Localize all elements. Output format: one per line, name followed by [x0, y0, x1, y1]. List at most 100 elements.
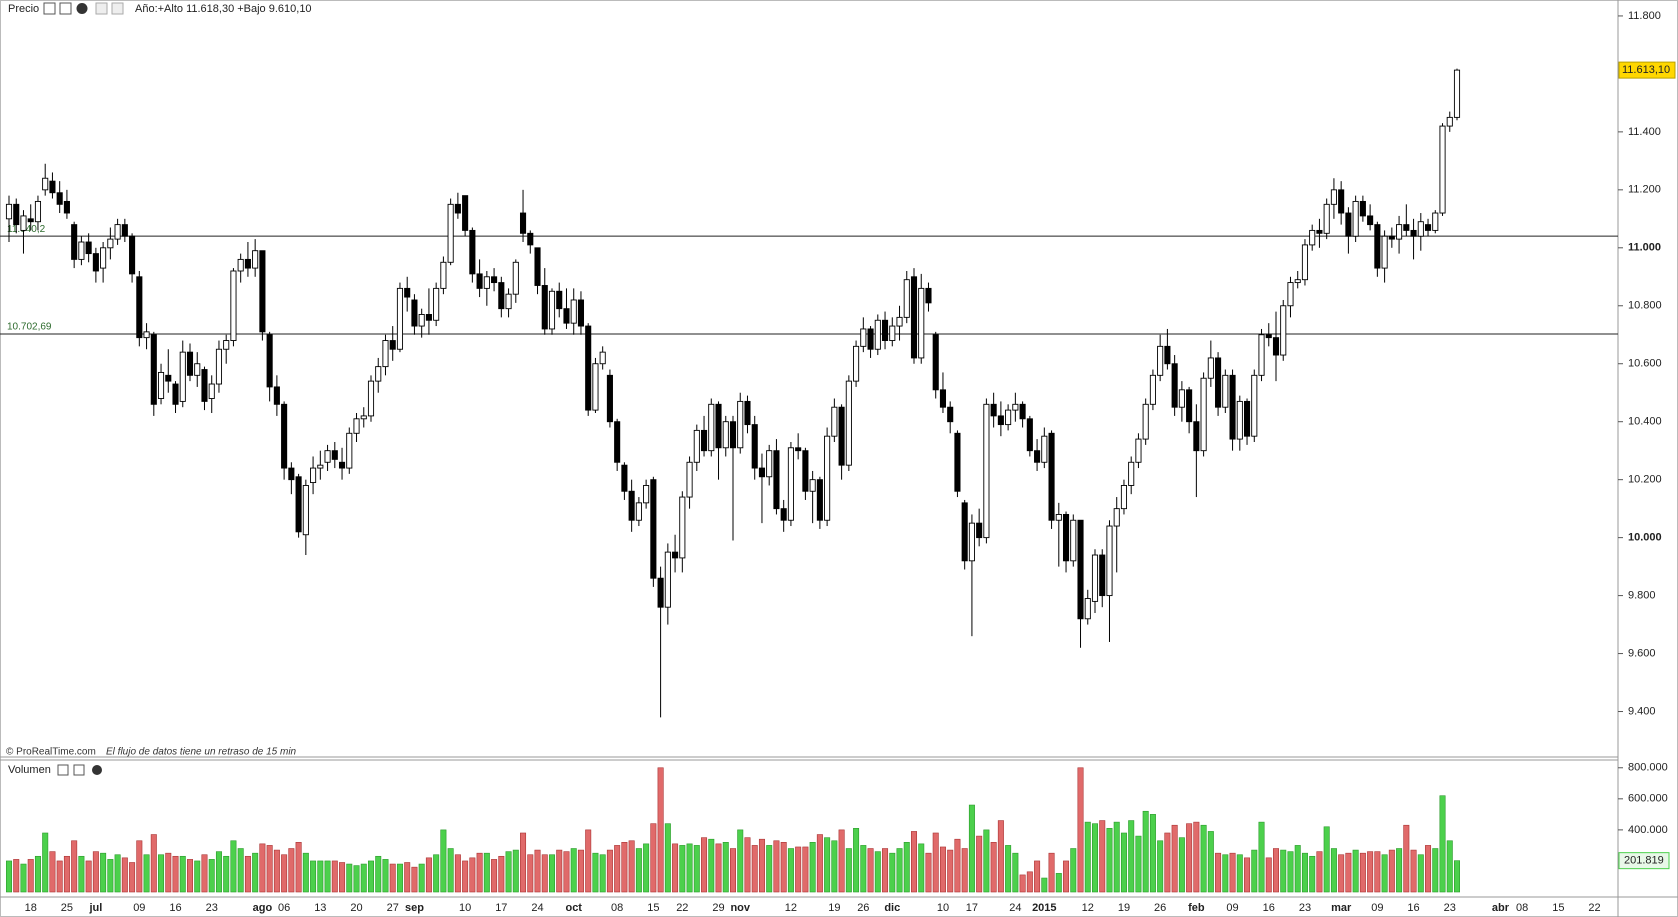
icon[interactable] [59, 2, 72, 15]
volume-bar [1026, 871, 1033, 893]
volume-bar [215, 851, 222, 893]
volume-bar [1063, 860, 1070, 893]
candle-body [787, 447, 794, 521]
volume-bar [1330, 848, 1337, 893]
volume-bar [541, 854, 548, 893]
y-tick-label: 11.200 [1628, 184, 1661, 196]
icon[interactable] [73, 764, 85, 776]
candle-body [302, 485, 309, 536]
candle-body [92, 253, 99, 272]
volume-bar [722, 842, 729, 893]
volume-bar [729, 848, 736, 893]
candle-body [831, 406, 838, 437]
candle-body [1258, 334, 1265, 376]
volume-bar [491, 859, 498, 893]
volume-bar [433, 854, 440, 893]
volume-bar [976, 835, 983, 893]
volume-bar [1048, 852, 1055, 893]
candle-body [686, 461, 693, 498]
volume-bar [1396, 848, 1403, 893]
volume-bar [172, 855, 179, 893]
candle-body [491, 276, 498, 284]
volume-bar [708, 838, 715, 893]
last-volume-label: 201.819 [1624, 855, 1664, 867]
icon[interactable] [111, 2, 124, 15]
volume-bar [1092, 823, 1099, 893]
candle-body [874, 319, 881, 350]
x-tick-label: 19 [828, 902, 840, 914]
volume-bar [1280, 849, 1287, 893]
candle-body [773, 450, 780, 510]
volume-bar [1323, 826, 1330, 893]
candle-body [853, 345, 860, 382]
candle-body [693, 429, 700, 463]
candle-body [1077, 519, 1084, 620]
volume-bar [425, 857, 432, 893]
candle-body [939, 389, 947, 408]
candle-body [708, 403, 715, 452]
x-tick-label: 23 [206, 902, 218, 914]
candle-body [968, 522, 975, 562]
candle-body [1272, 337, 1280, 356]
volume-bar [353, 865, 360, 893]
candle-body [802, 450, 809, 492]
candle-body [976, 522, 983, 539]
volume-bar [990, 842, 997, 893]
volume-bar [1454, 860, 1461, 893]
candle-body [824, 435, 831, 521]
volume-bar [165, 852, 172, 893]
x-tick-label: dic [884, 902, 900, 914]
volume-bar [476, 852, 483, 893]
icon[interactable] [95, 2, 108, 15]
volume-bar [672, 843, 679, 893]
candle-body [635, 502, 642, 521]
volume-bar [954, 838, 961, 893]
copyright: © ProRealTime.com [6, 747, 96, 758]
volume-bar [1207, 831, 1214, 893]
volume-bar [1164, 832, 1171, 893]
candle-body [469, 229, 476, 275]
x-tick-label: 23 [1299, 902, 1311, 914]
x-tick-label: 22 [676, 902, 688, 914]
candle-body [382, 340, 389, 368]
candle-body [910, 276, 918, 359]
volume-bar [780, 842, 787, 893]
candle-body [1367, 215, 1374, 226]
candle-body [1055, 513, 1062, 521]
icon[interactable] [43, 2, 56, 15]
candle-body [585, 325, 592, 411]
icon[interactable] [92, 765, 102, 775]
volume-bar [1084, 821, 1091, 893]
volume-bar [259, 843, 266, 893]
volume-bar [418, 863, 425, 893]
volume-bar [498, 855, 505, 893]
icon[interactable] [76, 3, 88, 14]
x-tick-label: abr [1492, 902, 1510, 914]
y-tick-label: 9.600 [1628, 647, 1656, 659]
volume-bar [889, 852, 896, 893]
candle-body [1091, 554, 1099, 602]
icon[interactable] [57, 764, 69, 776]
candle-body [556, 290, 563, 310]
volume-bar [462, 860, 469, 893]
x-tick-label: 08 [1516, 902, 1528, 914]
volume-bar [657, 767, 664, 893]
x-tick-label: 26 [857, 902, 869, 914]
volume-bar [997, 820, 1004, 893]
candle-body [1388, 235, 1395, 240]
candle-body [230, 270, 237, 341]
y-tick-label: 11.800 [1628, 10, 1661, 22]
x-tick-label: ago [253, 902, 273, 914]
candle-body [433, 287, 440, 321]
volume-bar [71, 840, 78, 893]
volume-bar [404, 862, 411, 893]
volume-bar [715, 843, 722, 893]
candle-body [657, 577, 664, 608]
candle-body [1381, 235, 1388, 269]
candle-body [664, 551, 671, 608]
volume-bar [158, 854, 165, 893]
candle-body [997, 415, 1004, 426]
candle-body [114, 224, 121, 240]
volume-bar [882, 848, 889, 893]
candle-body [795, 447, 802, 452]
